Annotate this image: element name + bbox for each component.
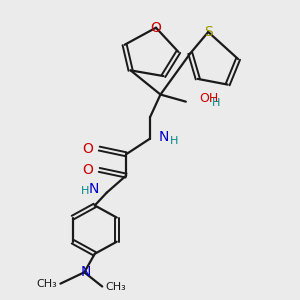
- Text: OH: OH: [199, 92, 218, 105]
- Text: S: S: [204, 25, 213, 39]
- Text: H: H: [80, 186, 89, 196]
- Text: CH₃: CH₃: [105, 281, 126, 292]
- Text: CH₃: CH₃: [37, 279, 57, 289]
- Text: N: N: [89, 182, 99, 196]
- Text: N: N: [158, 130, 169, 144]
- Text: N: N: [81, 265, 91, 279]
- Text: O: O: [82, 163, 93, 177]
- Text: O: O: [82, 142, 93, 156]
- Text: H: H: [170, 136, 179, 146]
- Text: O: O: [151, 21, 161, 35]
- Text: H: H: [212, 98, 220, 108]
